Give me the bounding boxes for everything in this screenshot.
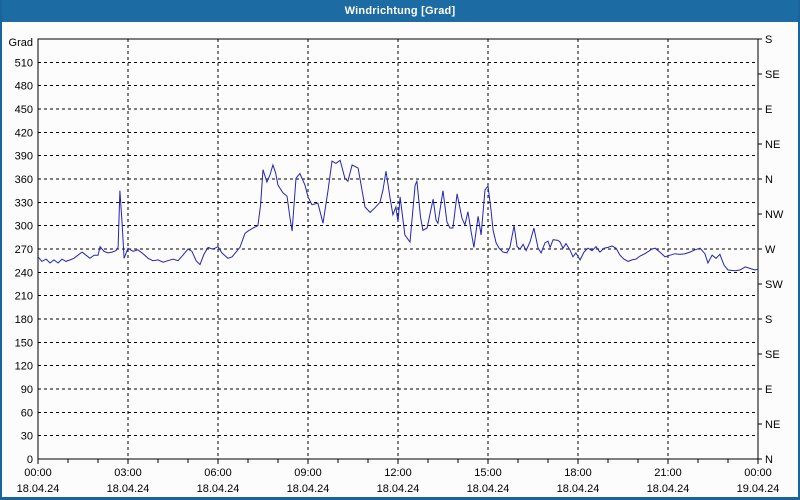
x-axis-labels: 00:00 18.04.24 03:00 18.04.24 06:00 18.04.24 0… bbox=[17, 467, 780, 495]
y-tick-label: 270 bbox=[15, 244, 33, 256]
x-tick-time-label: 15:00 bbox=[474, 467, 502, 479]
x-tick-time-label: 09:00 bbox=[294, 467, 322, 479]
y-tick-label: 60 bbox=[21, 407, 33, 419]
compass-tick-label: S bbox=[765, 314, 772, 326]
y-tick-label: 420 bbox=[15, 127, 33, 139]
y-tick-label: 0 bbox=[27, 454, 33, 466]
x-tick-date-label: 18.04.24 bbox=[377, 483, 420, 495]
grid bbox=[38, 39, 758, 459]
y-tick-label: 150 bbox=[15, 337, 33, 349]
chart-canvas: Grad 0 30 60 90 120 150 180 210 240 270 300 330 360 39… bbox=[9, 34, 784, 495]
x-tick-date-label: 18.04.24 bbox=[647, 483, 690, 495]
x-tick-date-label: 18.04.24 bbox=[107, 483, 150, 495]
window-title: Windrichtung [Grad] bbox=[344, 5, 456, 17]
y-axis-labels: Grad 0 30 60 90 120 150 180 210 240 270 300 330 360 39… bbox=[9, 37, 33, 466]
y-tick-label: 30 bbox=[21, 431, 33, 443]
x-tick-date-label: 18.04.24 bbox=[467, 483, 510, 495]
window-titlebar[interactable]: Windrichtung [Grad] bbox=[2, 0, 798, 22]
y-tick-label: 180 bbox=[15, 314, 33, 326]
x-tick-date-label: 19.04.24 bbox=[737, 483, 780, 495]
x-tick-date-label: 18.04.24 bbox=[197, 483, 240, 495]
compass-tick-label: N bbox=[765, 174, 773, 186]
x-tick-date-label: 18.04.24 bbox=[17, 483, 60, 495]
compass-tick-label: NE bbox=[765, 139, 780, 151]
right-axis-labels: S SE E NE N NW W SW S SE E NE N bbox=[758, 34, 784, 466]
x-tick-time-label: 00:00 bbox=[24, 467, 52, 479]
y-tick-label: 480 bbox=[15, 81, 33, 93]
x-tick-time-label: 12:00 bbox=[384, 467, 412, 479]
y-tick-label: 360 bbox=[15, 174, 33, 186]
x-tick-date-label: 18.04.24 bbox=[557, 483, 600, 495]
y-tick-label: 120 bbox=[15, 361, 33, 373]
compass-tick-label: SE bbox=[765, 69, 780, 81]
x-tick-time-label: 00:00 bbox=[744, 467, 772, 479]
y-tick-label: 510 bbox=[15, 57, 33, 69]
x-tick-time-label: 18:00 bbox=[564, 467, 592, 479]
compass-tick-label: W bbox=[765, 244, 776, 256]
compass-tick-label: SE bbox=[765, 349, 780, 361]
y-tick-label: 240 bbox=[15, 267, 33, 279]
compass-tick-label: NW bbox=[765, 209, 784, 221]
x-tick-time-label: 03:00 bbox=[114, 467, 142, 479]
compass-tick-label: E bbox=[765, 384, 772, 396]
compass-tick-label: SW bbox=[765, 279, 783, 291]
y-axis-unit-label: Grad bbox=[9, 37, 33, 49]
compass-tick-label: E bbox=[765, 104, 772, 116]
x-tick-date-label: 18.04.24 bbox=[287, 483, 330, 495]
y-tick-label: 210 bbox=[15, 291, 33, 303]
compass-tick-label: N bbox=[765, 454, 773, 466]
x-tick-time-label: 06:00 bbox=[204, 467, 232, 479]
y-tick-label: 390 bbox=[15, 151, 33, 163]
y-tick-label: 90 bbox=[21, 384, 33, 396]
y-tick-label: 330 bbox=[15, 197, 33, 209]
compass-tick-label: S bbox=[765, 34, 772, 46]
y-tick-label: 450 bbox=[15, 104, 33, 116]
compass-tick-label: NE bbox=[765, 419, 780, 431]
data-line bbox=[37, 159, 759, 272]
x-tick-time-label: 21:00 bbox=[654, 467, 682, 479]
y-tick-label: 300 bbox=[15, 221, 33, 233]
series-windrichtung bbox=[37, 159, 759, 272]
chart-area: Grad 0 30 60 90 120 150 180 210 240 270 300 330 360 39… bbox=[2, 22, 798, 497]
